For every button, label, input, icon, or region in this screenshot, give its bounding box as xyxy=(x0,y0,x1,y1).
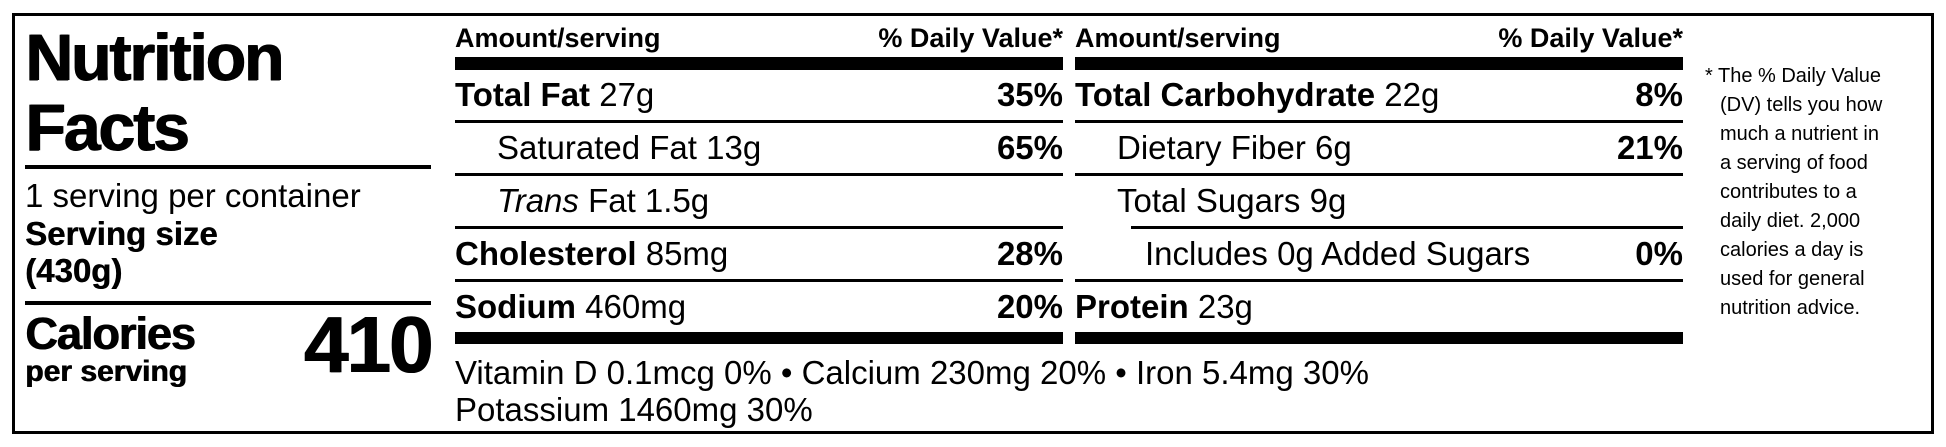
daily-value: 35% xyxy=(996,76,1063,113)
nutrient-amount: 22g xyxy=(1375,76,1440,113)
row-divider xyxy=(1075,173,1683,176)
nutrient-row-added-sugars: Includes 0g Added Sugars 0% xyxy=(1075,229,1683,279)
nutrient-row-trans-fat: Trans Fat 1.5g xyxy=(455,176,1063,226)
nutrient-amount: Saturated Fat 13g xyxy=(497,129,762,166)
nutrient-row-total-carbohydrate: Total Carbohydrate 22g 8% xyxy=(1075,70,1683,120)
nutrient-row-sodium: Sodium 460mg 20% xyxy=(455,282,1063,332)
nutrient-name: Cholesterol xyxy=(455,235,637,272)
footnote-line: contributes to a xyxy=(1720,181,1857,203)
footnote-line: much a nutrient in xyxy=(1720,123,1879,145)
nutrition-facts-label: Nutrition Facts 1 serving per container … xyxy=(12,13,1934,434)
nutrient-amount: Fat 1.5g xyxy=(578,182,710,219)
nutrient-row-saturated-fat: Saturated Fat 13g 65% xyxy=(455,123,1063,173)
serving-size-value: (430g) xyxy=(25,252,123,289)
micronutrients-line-2: Potassium 1460mg 30% xyxy=(455,391,813,428)
daily-value: 8% xyxy=(1635,76,1683,113)
nutrition-facts-title: Nutrition Facts xyxy=(25,22,431,162)
calories-label: Calories xyxy=(25,308,196,359)
daily-value-header: % Daily Value* xyxy=(1498,23,1683,53)
nutrient-row-total-fat: Total Fat 27g 35% xyxy=(455,70,1063,120)
footnote-line: nutrition advice. xyxy=(1720,297,1861,319)
label-left-panel: Nutrition Facts 1 serving per container … xyxy=(25,22,433,389)
row-divider xyxy=(1075,279,1683,282)
daily-value-footnote: * The % Daily Value (DV) tells you how m… xyxy=(1705,62,1945,323)
thick-bar xyxy=(1075,57,1683,70)
nutrient-column-2: Amount/serving % Daily Value* Total Carb… xyxy=(1075,16,1683,344)
footnote-line: calories a day is xyxy=(1720,239,1864,261)
nutrient-name: Total Carbohydrate xyxy=(1075,76,1376,113)
nutrient-amount: Total Sugars 9g xyxy=(1117,182,1347,219)
nutrient-name: Total Fat xyxy=(455,76,591,113)
nutrient-name: Sodium xyxy=(455,288,576,325)
calories-value: 410 xyxy=(303,300,433,389)
indented-row-divider xyxy=(1131,226,1683,229)
column-2-header: Amount/serving % Daily Value* xyxy=(1075,16,1683,57)
daily-value: 0% xyxy=(1635,235,1683,272)
nutrient-amount: 460mg xyxy=(576,288,687,325)
title-divider xyxy=(25,165,431,169)
thick-bar xyxy=(455,332,1063,344)
nutrient-amount: Dietary Fiber 6g xyxy=(1117,129,1352,166)
nutrient-name: Protein xyxy=(1075,288,1189,325)
title-line-1: Nutrition xyxy=(25,20,284,94)
thick-bar xyxy=(1075,332,1683,344)
daily-value: 21% xyxy=(1616,129,1683,166)
micronutrients-line-1: Vitamin D 0.1mcg 0% • Calcium 230mg 20% … xyxy=(455,354,1369,391)
daily-value: 20% xyxy=(996,288,1063,325)
daily-value: 65% xyxy=(996,129,1063,166)
daily-value-header: % Daily Value* xyxy=(878,23,1063,53)
servings-per-container: 1 serving per container xyxy=(25,177,361,214)
footnote-line: (DV) tells you how xyxy=(1720,94,1883,116)
amount-serving-header: Amount/serving xyxy=(1075,23,1281,53)
calories-label-group: Calories per serving xyxy=(25,308,196,388)
daily-value: 28% xyxy=(996,235,1063,272)
serving-divider xyxy=(25,301,431,305)
row-divider xyxy=(455,226,1063,229)
micronutrients: Vitamin D 0.1mcg 0% • Calcium 230mg 20% … xyxy=(455,354,1705,428)
row-divider xyxy=(1075,120,1683,123)
nutrient-row-dietary-fiber: Dietary Fiber 6g 21% xyxy=(1075,123,1683,173)
nutrient-row-cholesterol: Cholesterol 85mg 28% xyxy=(455,229,1063,279)
row-divider xyxy=(455,120,1063,123)
calories-sublabel: per serving xyxy=(25,355,187,388)
nutrient-amount: Includes 0g Added Sugars xyxy=(1145,235,1531,272)
footnote-line: used for general xyxy=(1720,268,1865,290)
column-1-header: Amount/serving % Daily Value* xyxy=(455,16,1063,57)
nutrient-amount: 27g xyxy=(590,76,655,113)
serving-size-label: Serving size xyxy=(25,215,218,252)
nutrient-amount: 23g xyxy=(1188,288,1253,325)
row-divider xyxy=(455,279,1063,282)
nutrient-column-1: Amount/serving % Daily Value* Total Fat … xyxy=(455,16,1063,344)
title-line-2: Facts xyxy=(25,90,189,164)
nutrient-row-total-sugars: Total Sugars 9g xyxy=(1075,176,1683,226)
nutrient-row-protein: Protein 23g xyxy=(1075,282,1683,332)
footnote-line: daily diet. 2,000 xyxy=(1720,210,1861,232)
trans-italic: Trans xyxy=(497,182,579,219)
amount-serving-header: Amount/serving xyxy=(455,23,661,53)
calories-row: Calories per serving 410 xyxy=(25,300,433,389)
row-divider xyxy=(455,173,1063,176)
nutrient-amount: 85mg xyxy=(636,235,729,272)
thick-bar xyxy=(455,57,1063,70)
footnote-line: * The % Daily Value xyxy=(1705,65,1882,87)
footnote-line: a serving of food xyxy=(1720,152,1868,174)
